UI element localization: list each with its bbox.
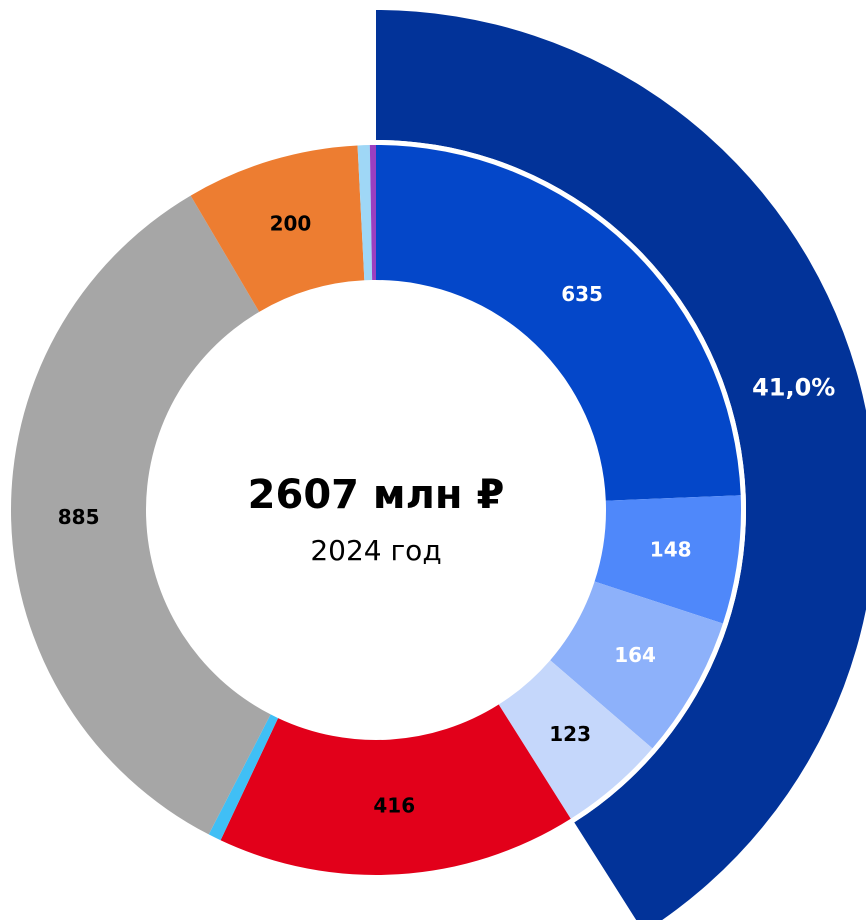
donut-segment <box>376 145 741 501</box>
data-label: 416 <box>373 793 415 817</box>
donut-segment <box>190 145 365 312</box>
data-label: 123 <box>549 722 591 746</box>
data-label: 885 <box>58 505 100 529</box>
data-label: 148 <box>650 537 692 561</box>
donut-segment <box>11 195 271 835</box>
chart-title: 2607 млн ₽ <box>248 472 505 518</box>
marks <box>11 10 866 920</box>
data-label: 200 <box>270 212 312 236</box>
donut-segment <box>357 145 373 281</box>
donut-segment <box>369 145 376 281</box>
donut-segment <box>208 714 279 841</box>
donut-segment <box>594 495 741 624</box>
highlight-arc <box>376 10 866 920</box>
data-label: 164 <box>614 643 656 667</box>
chart-subtitle: 2024 год <box>310 534 441 567</box>
donut-segment <box>550 581 723 749</box>
data-label: 635 <box>561 282 603 306</box>
donut-segment <box>220 704 571 875</box>
donut-segment <box>498 660 653 819</box>
highlight-label: 41,0% <box>752 374 835 402</box>
